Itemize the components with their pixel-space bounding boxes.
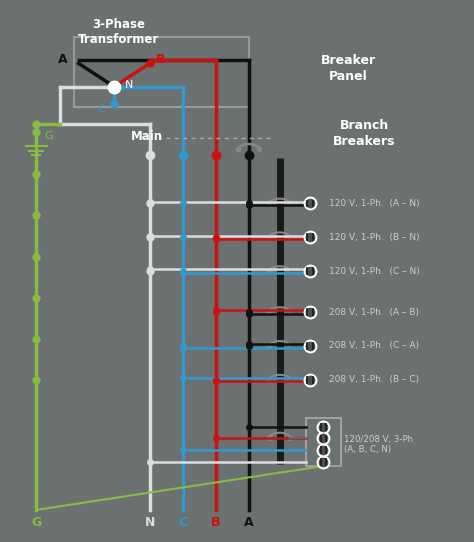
Text: C: C [178, 516, 187, 529]
Text: 120 V, 1-Ph.  (C – N): 120 V, 1-Ph. (C – N) [329, 267, 420, 275]
Text: G: G [45, 131, 53, 141]
Text: 3-Phase
Transformer: 3-Phase Transformer [78, 17, 159, 46]
Text: A: A [58, 53, 68, 66]
Text: C: C [98, 105, 106, 114]
Text: B: B [156, 53, 165, 66]
Text: Main: Main [131, 130, 163, 143]
Text: 120 V, 1-Ph.  (B – N): 120 V, 1-Ph. (B – N) [329, 233, 420, 242]
Text: Branch
Breakers: Branch Breakers [333, 119, 396, 148]
Bar [307, 418, 340, 467]
Text: 208 V, 1-Ph.  (A – B): 208 V, 1-Ph. (A – B) [329, 307, 419, 317]
Text: 120/208 V, 3-Ph
(A, B, C, N): 120/208 V, 3-Ph (A, B, C, N) [344, 435, 413, 455]
Text: 208 V, 1-Ph.  (B – C): 208 V, 1-Ph. (B – C) [329, 375, 419, 384]
Text: Breaker
Panel: Breaker Panel [320, 54, 375, 83]
Text: B: B [211, 516, 220, 529]
Text: 208 V, 1-Ph.  (C – A): 208 V, 1-Ph. (C – A) [329, 341, 419, 350]
Text: A: A [244, 516, 254, 529]
Text: G: G [31, 516, 41, 529]
Text: N: N [145, 516, 155, 529]
Text: 120 V, 1-Ph.  (A – N): 120 V, 1-Ph. (A – N) [329, 199, 420, 208]
Text: N: N [125, 80, 133, 90]
Bar [74, 37, 249, 107]
